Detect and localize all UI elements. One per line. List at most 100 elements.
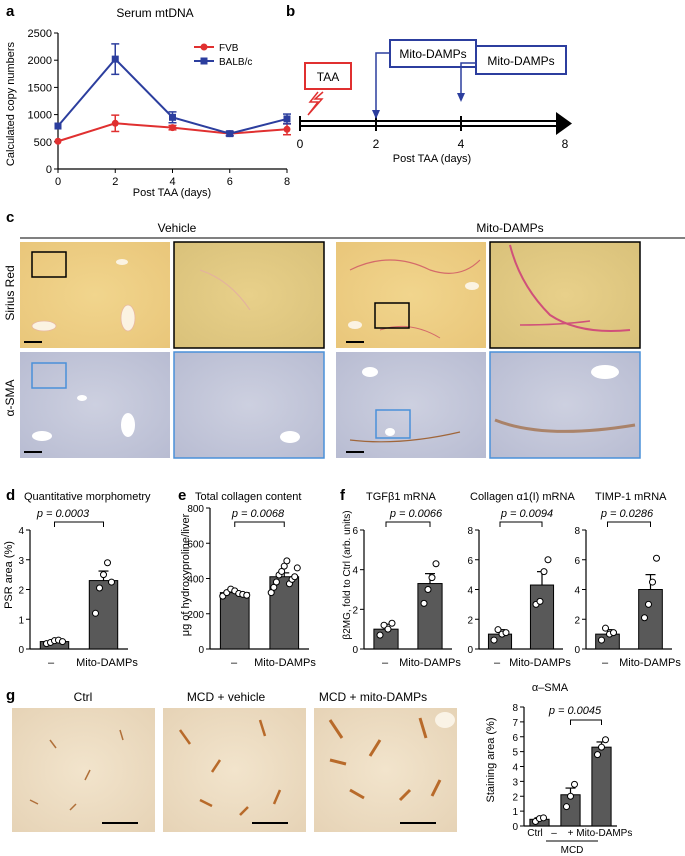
panel-label-e: e bbox=[178, 487, 186, 504]
mito-damps-box-2 bbox=[475, 45, 567, 75]
y-tick-label: 0 bbox=[18, 645, 24, 656]
bar bbox=[417, 583, 443, 650]
g-cat-mito: + Mito-DAMPs bbox=[568, 828, 633, 839]
y-tick-label: 200 bbox=[187, 610, 204, 621]
y-tick-label: 0 bbox=[46, 164, 52, 176]
y-tick-label: 0 bbox=[198, 645, 204, 656]
y-tick-label: 3 bbox=[18, 556, 24, 567]
significance-bracket bbox=[570, 719, 602, 725]
x-tick-label: 8 bbox=[284, 176, 290, 188]
panel-e-cat1: – bbox=[231, 657, 238, 669]
x-tick-label: 2 bbox=[112, 176, 118, 188]
g-chart-ylabel: Staining area (%) bbox=[485, 718, 497, 803]
legend-balb-label: BALB/c bbox=[219, 57, 252, 68]
panel-f2-cat1: – bbox=[494, 657, 501, 669]
y-tick-label: 2 bbox=[352, 605, 358, 616]
g-image-label-ctrl: Ctrl bbox=[74, 690, 93, 704]
g-image-label-mito: MCD + mito-DAMPs bbox=[319, 690, 427, 704]
row-label-sirius-red: Sirius Red bbox=[3, 265, 17, 320]
zoom-region-box bbox=[31, 362, 67, 389]
panel-f1-cat1: – bbox=[382, 657, 389, 669]
y-tick-label: 2 bbox=[18, 586, 24, 597]
panel-f3-chart: 0 2 4 6 8 bbox=[574, 521, 672, 656]
vehicle-label: Vehicle bbox=[158, 221, 197, 235]
data-point bbox=[283, 557, 291, 565]
y-tick-label: 8 bbox=[467, 526, 473, 537]
timeline-xlabel: Post TAA (days) bbox=[393, 153, 471, 165]
data-point bbox=[272, 578, 280, 586]
sirius-red-mito-image bbox=[336, 242, 486, 348]
y-tick-label: 5 bbox=[512, 748, 518, 759]
data-point bbox=[111, 119, 119, 127]
timeline-tick-4: 4 bbox=[458, 137, 465, 151]
panel-f1-cat2: Mito-DAMPs bbox=[399, 657, 461, 669]
panel-label-d: d bbox=[6, 487, 15, 504]
data-point bbox=[376, 631, 384, 639]
data-point bbox=[283, 115, 291, 123]
sirius-red-vehicle-zoom-image bbox=[173, 241, 325, 349]
panel-label-a: a bbox=[6, 3, 15, 20]
significance-bracket bbox=[54, 521, 104, 527]
alpha-sma-mito-zoom-image bbox=[489, 351, 641, 459]
panel-c: Vehicle Mito-DAMPs Sirius Red α-SMA bbox=[3, 221, 685, 459]
panel-f3-cat2: Mito-DAMPs bbox=[619, 657, 681, 669]
data-point bbox=[100, 571, 107, 579]
panel-d-pvalue: p = 0.0003 bbox=[36, 508, 90, 520]
data-point bbox=[536, 597, 544, 605]
data-point bbox=[424, 586, 432, 593]
panel-a-xlabel: Post TAA (days) bbox=[133, 187, 211, 199]
legend-fvb-label: FVB bbox=[219, 43, 239, 54]
panel-f2-title: Collagen α1(I) mRNA bbox=[470, 491, 575, 503]
mito-damps-arrow-2 bbox=[460, 62, 476, 100]
g-ctrl-image bbox=[12, 708, 155, 832]
data-point bbox=[54, 137, 62, 145]
sirius-red-mito-zoom-image bbox=[489, 241, 641, 349]
sirius-red-vehicle-image bbox=[20, 242, 170, 348]
y-tick-label: 4 bbox=[352, 566, 358, 577]
panel-b: 0 2 4 8 Post TAA (days) TAA Mito-DAMPs M… bbox=[297, 39, 572, 165]
panel-f2-cat2: Mito-DAMPs bbox=[509, 657, 571, 669]
data-point bbox=[428, 574, 436, 582]
data-point bbox=[96, 584, 103, 592]
g-chart-pvalue: p = 0.0045 bbox=[548, 705, 602, 717]
y-tick-label: 1 bbox=[18, 615, 24, 626]
zoom-region-box bbox=[31, 251, 67, 278]
panel-e-title: Total collagen content bbox=[195, 491, 301, 503]
panel-d-cat1: – bbox=[48, 657, 55, 669]
panel-d: Quantitative morphometry PSR area (%) 0 1… bbox=[3, 491, 151, 669]
panel-e: Total collagen content μg of hydroxyprol… bbox=[180, 491, 316, 669]
panel-g: Ctrl MCD + vehicle MCD + mito-DAMPs α–SM… bbox=[12, 682, 632, 856]
y-tick-label: 7 bbox=[512, 718, 518, 729]
data-point bbox=[540, 568, 548, 576]
panel-d-chart: 0 1 2 3 4 bbox=[18, 521, 128, 656]
g-chart-title: α–SMA bbox=[532, 682, 569, 694]
data-point bbox=[598, 636, 605, 644]
panel-f1-chart: 0 2 4 6 bbox=[352, 521, 452, 656]
y-tick-label: 800 bbox=[187, 504, 204, 515]
data-point bbox=[502, 629, 510, 637]
lightning-icon bbox=[307, 91, 324, 116]
mito-damps-arrow-1 bbox=[375, 52, 390, 118]
timeline-tick-2: 2 bbox=[373, 137, 380, 151]
data-point bbox=[384, 625, 392, 633]
data-point bbox=[571, 780, 578, 788]
data-point bbox=[653, 554, 660, 562]
y-tick-label: 8 bbox=[512, 703, 518, 714]
g-vehicle-image bbox=[163, 708, 306, 832]
x-tick-label: 0 bbox=[55, 176, 61, 188]
significance-bracket bbox=[607, 521, 651, 527]
y-tick-label: 6 bbox=[467, 556, 473, 567]
panel-d-cat2: Mito-DAMPs bbox=[76, 657, 138, 669]
taa-label: TAA bbox=[317, 70, 339, 84]
y-tick-label: 2500 bbox=[28, 28, 52, 40]
data-point bbox=[169, 124, 176, 132]
row-label-alpha-sma: α-SMA bbox=[3, 380, 17, 417]
data-point bbox=[380, 621, 388, 629]
panel-e-chart: 0 200 400 600 800 bbox=[187, 504, 309, 656]
y-tick-label: 400 bbox=[187, 575, 204, 586]
panel-f3-pvalue: p = 0.0286 bbox=[600, 508, 654, 520]
panel-f3-cat1: – bbox=[602, 657, 609, 669]
panel-g-chart: 0 1 2 3 4 5 6 7 8 bbox=[512, 703, 617, 833]
timeline-tick-0: 0 bbox=[297, 137, 304, 151]
data-point bbox=[602, 736, 609, 744]
